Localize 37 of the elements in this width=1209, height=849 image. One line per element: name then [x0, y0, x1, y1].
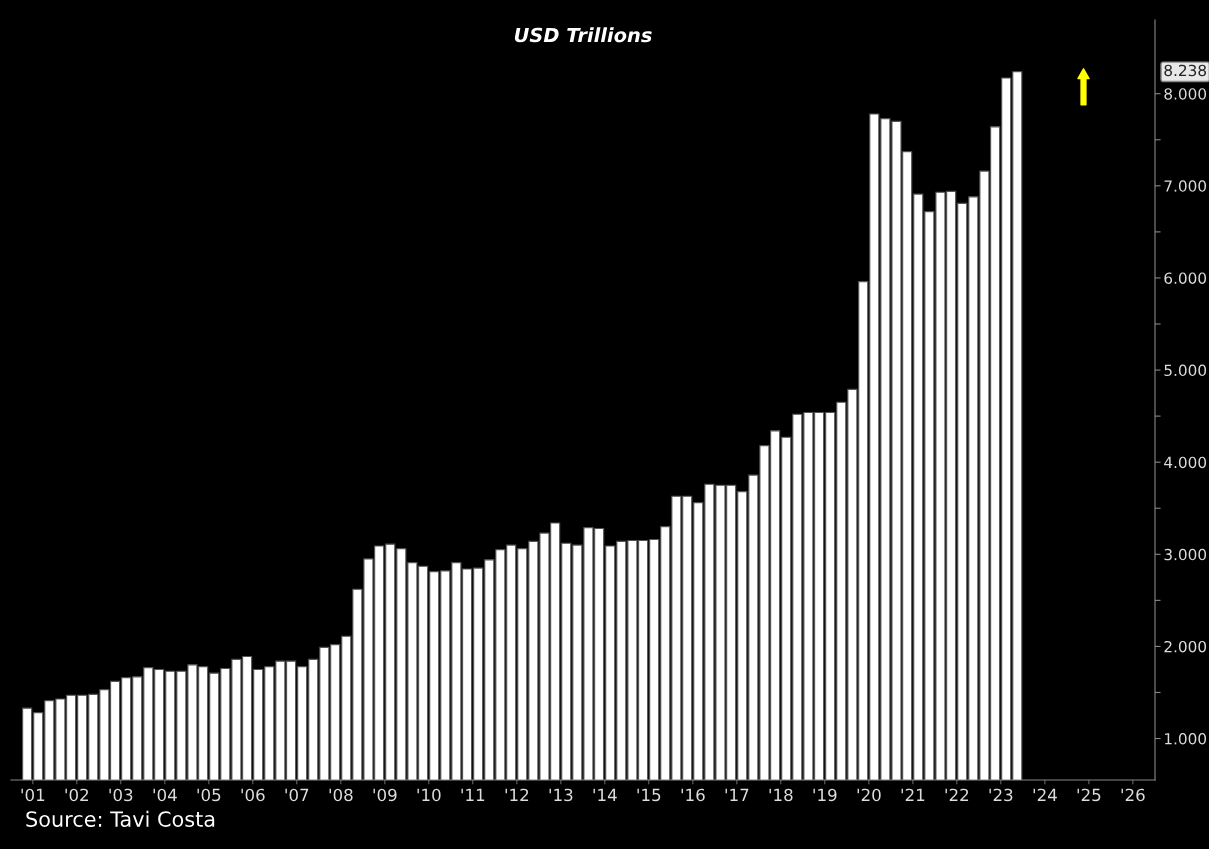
x-tick-label: '26 [1121, 788, 1145, 802]
x-tick-label: '08 [329, 788, 353, 802]
source-note: Source: Tavi Costa [26, 810, 215, 827]
x-tick-label: '12 [505, 788, 529, 801]
x-tick-label: '22 [945, 788, 969, 801]
y-tick-label: 7.000 [1164, 180, 1207, 192]
x-tick-label: '25 [1077, 788, 1101, 802]
text: 8.238 [1164, 64, 1207, 77]
x-tick-label: '17 [725, 788, 749, 801]
x-tick-label: '13 [549, 788, 573, 802]
x-tick-label: '02 [65, 788, 88, 802]
x-tick-label: '16 [681, 788, 705, 802]
y-tick-label: 1.000 [1165, 733, 1207, 745]
x-tick-label: '15 [637, 788, 661, 802]
y-tick-label: 5.000 [1164, 364, 1207, 377]
x-tick-label: '01 [21, 788, 45, 802]
x-tick-label: '14 [593, 788, 617, 801]
x-tick-label: '21 [901, 788, 925, 801]
y-tick-label: 6.000 [1164, 272, 1207, 284]
y-tick-label: 8.000 [1164, 88, 1207, 100]
x-tick-label: '09 [373, 788, 397, 802]
x-tick-label: '20 [857, 788, 881, 802]
y-tick-label: 2.000 [1164, 640, 1207, 653]
y-tick-label: 4.000 [1164, 456, 1207, 469]
x-tick-label: '03 [109, 788, 133, 802]
x-tick-label: '10 [417, 788, 441, 802]
x-tick-label: '11 [461, 788, 485, 801]
x-tick-label: '24 [1033, 788, 1057, 801]
x-tick-label: '23 [989, 788, 1013, 802]
x-tick-label: '04 [153, 788, 177, 802]
x-tick-label: '05 [197, 788, 221, 802]
x-tick-label: '07 [285, 788, 309, 802]
x-tick-label: '18 [769, 788, 793, 802]
x-tick-label: '19 [813, 788, 837, 802]
chart-title: USD Trillions [514, 27, 652, 43]
y-tick-label: 3.000 [1164, 548, 1207, 561]
x-tick-label: '06 [241, 788, 265, 802]
